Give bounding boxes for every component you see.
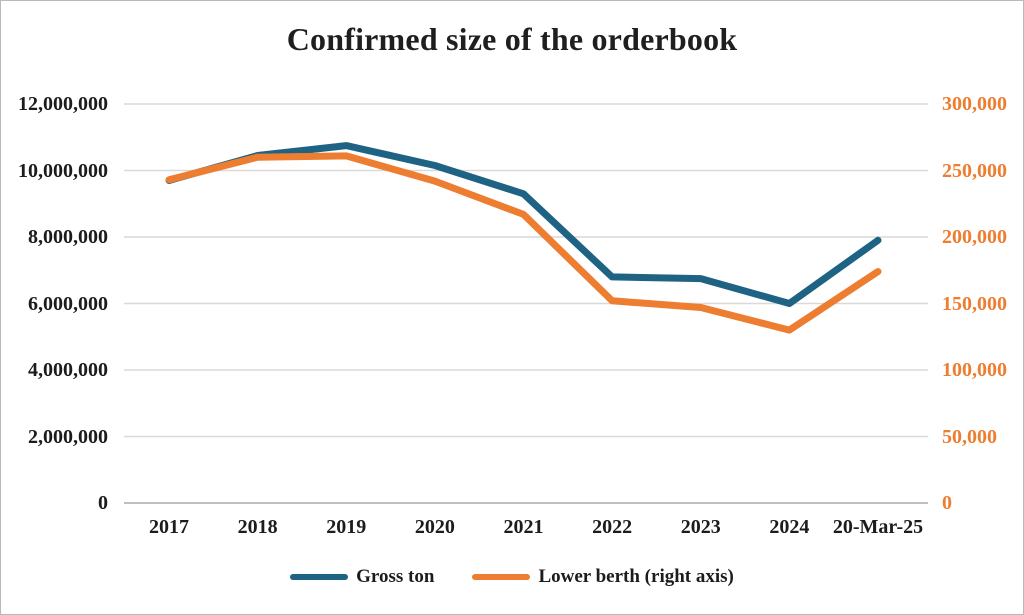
right-axis-tick-label: 150,000 (942, 292, 1007, 315)
x-axis-tick-label: 2023 (680, 516, 721, 538)
x-axis-tick-label: 2020 (414, 516, 455, 538)
left-axis-tick-label: 4,000,000 (28, 359, 108, 381)
right-axis-tick-label: 0 (942, 492, 952, 514)
legend-label-gross-ton: Gross ton (356, 566, 435, 587)
x-axis-tick-label: 2019 (326, 516, 367, 538)
x-axis-tick-label: 2017 (149, 516, 189, 538)
chart-title: Confirmed size of the orderbook (286, 21, 738, 57)
left-axis-tick-label: 8,000,000 (28, 226, 108, 248)
right-axis-tick-label: 250,000 (942, 159, 1007, 182)
right-axis-tick-label: 50,000 (942, 425, 997, 448)
left-axis-tick-label: 2,000,000 (28, 425, 108, 448)
lower-berth-line-swatch (472, 574, 531, 580)
x-axis-tick-label: 2018 (237, 516, 278, 538)
legend-label-lower-berth: Lower berth (right axis) (538, 566, 734, 587)
x-axis-tick-label: 2021 (503, 516, 544, 538)
right-axis-tick-label: 300,000 (942, 93, 1007, 115)
lower-berth-right-axis-line (165, 152, 882, 334)
left-axis-tick-label: 0 (98, 492, 108, 514)
legend-item-lower-berth: Lower berth (right axis) (472, 566, 734, 588)
left-axis-tick-label: 12,000,000 (18, 93, 108, 115)
left-axis-tick-label: 10,000,000 (18, 159, 108, 182)
right-axis-tick-label: 200,000 (942, 226, 1007, 248)
legend: Gross ton Lower berth (right axis) (1, 561, 1023, 593)
legend-item-gross-ton: Gross ton (290, 566, 434, 588)
gross-ton-line-swatch (290, 574, 349, 580)
x-axis-tick-label: 20-Mar-25 (832, 516, 924, 538)
gross-ton-line (165, 142, 882, 307)
left-axis-tick-label: 6,000,000 (28, 292, 108, 315)
x-axis-tick-label: 2024 (769, 516, 810, 538)
right-axis-tick-label: 100,000 (942, 359, 1007, 381)
x-axis-tick-label: 2022 (592, 516, 633, 538)
